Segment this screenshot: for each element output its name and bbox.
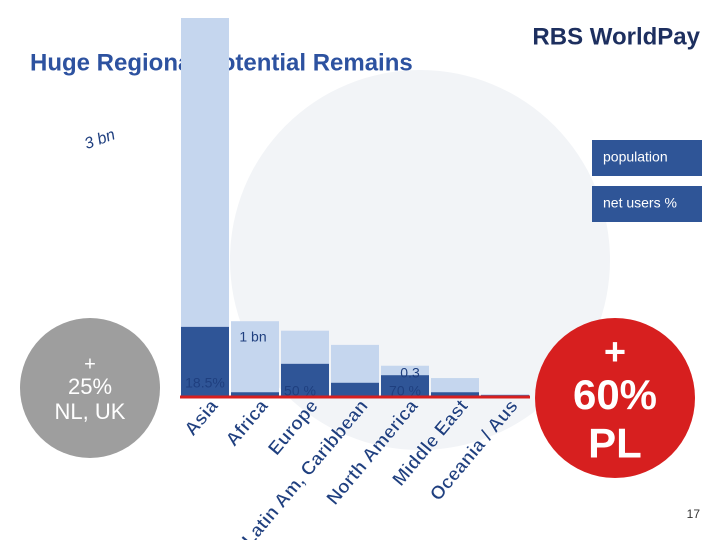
callout-text: + [604, 331, 626, 373]
net-users-bar [181, 326, 229, 397]
net-users-bar [331, 382, 379, 397]
logo: RBS WorldPay [532, 23, 700, 50]
annotation: 50 % [284, 383, 316, 399]
annotation: 0.3 [400, 365, 420, 381]
callout-text: + [84, 353, 96, 375]
page-number: 17 [687, 507, 701, 521]
net-users-bar [381, 375, 429, 397]
annotation: 70 % [389, 383, 421, 399]
legend-swatch [592, 140, 702, 176]
callout-text: 25% [68, 374, 112, 399]
legend-label: population [603, 149, 668, 165]
legend-label: net users % [603, 195, 677, 211]
x-tick-label: Asia [181, 396, 223, 441]
callout-text: 60% [573, 371, 657, 418]
annotation: 3 bn [82, 126, 117, 153]
callout-circle [535, 318, 695, 478]
net-users-bar [431, 392, 479, 397]
callout-text: NL, UK [55, 399, 126, 424]
net-users-bar [231, 392, 279, 397]
annotation: 1 bn [239, 329, 266, 345]
x-tick-label: Africa [222, 396, 273, 451]
legend-swatch [592, 186, 702, 222]
callout-circle [20, 318, 160, 458]
net-users-bar [281, 363, 329, 397]
annotation: 18.5% [185, 375, 225, 391]
callout-text: PL [588, 419, 642, 466]
population-bar [231, 321, 279, 397]
